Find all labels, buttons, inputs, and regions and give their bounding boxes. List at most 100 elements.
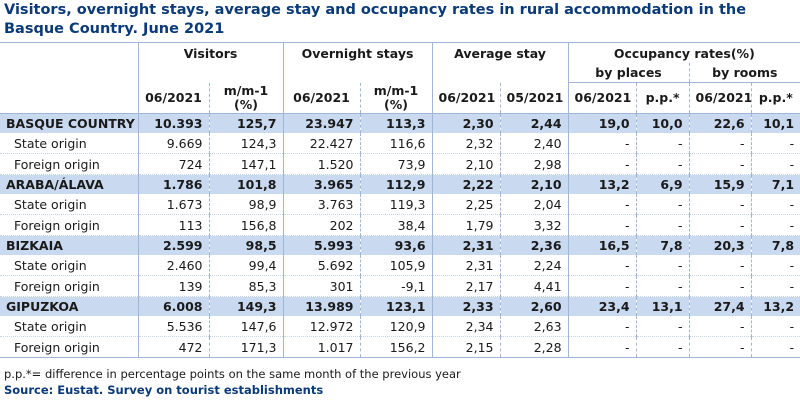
table-cell: - — [567, 275, 637, 297]
table-row-region: BIZKAIA 2.599 98,5 5.993 93,6 2,31 2,36 16,5 7,8… — [0, 235, 800, 255]
table-cell: 119,3 — [359, 194, 433, 215]
table-cell: 2,17 — [431, 275, 501, 297]
table-cell: - — [688, 153, 752, 175]
row-label: GIPUZKOA — [0, 296, 138, 316]
header-stays-mm1: m/m-1 (%) — [359, 82, 433, 114]
table-cell: 139 — [137, 275, 209, 297]
table-cell: - — [567, 133, 637, 154]
table-cell: - — [750, 194, 800, 215]
table-cell: - — [635, 194, 690, 215]
table-title: Visitors, overnight stays, average stay … — [4, 2, 747, 37]
table-row: State origin 2.460 99,4 5.692 105,9 2,31 2,24-… — [0, 255, 800, 276]
row-label: Foreign origin — [0, 275, 138, 297]
header-places-period: 06/2021 — [567, 82, 637, 114]
header-places-pp: p.p.* — [635, 82, 690, 114]
header-empty — [0, 42, 138, 63]
table-cell: 2,60 — [499, 296, 569, 316]
table-row: Foreign origin 139 85,3 301 -9,1 2,17 4,41- - - - — [0, 275, 800, 297]
row-label: Foreign origin — [0, 336, 138, 358]
table-cell: 113 — [137, 214, 209, 236]
table-cell: 1.017 — [282, 336, 361, 358]
table-cell: - — [688, 133, 752, 154]
table-cell: 147,1 — [208, 153, 284, 175]
table-cell: 13,2 — [567, 174, 637, 194]
table-row: State origin 5.536 147,6 12.972 120,9 2,34 2,6… — [0, 316, 800, 337]
table-cell: 2,44 — [499, 113, 569, 133]
header-visitors-mm1: m/m-1 (%) — [208, 82, 284, 114]
table-cell: 125,7 — [208, 113, 284, 133]
table-cell: 124,3 — [208, 133, 284, 154]
row-label: BIZKAIA — [0, 235, 138, 255]
table-cell: 13.989 — [282, 296, 361, 316]
table-cell: 156,2 — [359, 336, 433, 358]
table-cell: 22.427 — [282, 133, 361, 154]
table-cell: 23,4 — [567, 296, 637, 316]
table-cell: 16,5 — [567, 235, 637, 255]
table-cell: 13,1 — [635, 296, 690, 316]
table-cell: 7,1 — [750, 174, 800, 194]
header-occupancy-rates: Occupancy rates(%) — [567, 42, 800, 63]
table-cell: 5.692 — [282, 255, 361, 276]
header-avg-prev-period: 05/2021 — [499, 82, 569, 114]
table-cell: 7,8 — [635, 235, 690, 255]
table-cell: - — [750, 214, 800, 236]
table-cell: - — [567, 194, 637, 215]
table-cell: 171,3 — [208, 336, 284, 358]
table-cell: 101,8 — [208, 174, 284, 194]
table-cell: - — [750, 275, 800, 297]
table-cell: 2,36 — [499, 235, 569, 255]
table-cell: 23.947 — [282, 113, 361, 133]
row-label: Foreign origin — [0, 153, 138, 175]
table-cell: 3,32 — [499, 214, 569, 236]
table-cell: 3.965 — [282, 174, 361, 194]
statistics-table: Visitors Overnight stays Average stay Oc… — [0, 42, 800, 358]
table-cell: - — [688, 255, 752, 276]
table-cell: 6,9 — [635, 174, 690, 194]
header-row-columns: 06/2021 m/m-1 (%) 06/2021 m/m-1 (%) 06/202… — [0, 82, 800, 114]
row-label: State origin — [0, 194, 138, 215]
table-cell: 2,24 — [499, 255, 569, 276]
table-cell: 2,10 — [499, 174, 569, 194]
table-cell: - — [635, 275, 690, 297]
table-cell: - — [688, 214, 752, 236]
source-line: Source: Eustat. Survey on tourist establ… — [4, 383, 324, 397]
table-cell: 301 — [282, 275, 361, 297]
table-cell: 5.993 — [282, 235, 361, 255]
table-cell: - — [688, 194, 752, 215]
table-cell: 112,9 — [359, 174, 433, 194]
table-cell: 3.763 — [282, 194, 361, 215]
table-cell: 120,9 — [359, 316, 433, 337]
table-cell: 116,6 — [359, 133, 433, 154]
table-row-region: BASQUE COUNTRY 10.393 125,7 23.947 113,3 2,30… — [0, 113, 800, 133]
table-cell: 98,9 — [208, 194, 284, 215]
table-cell: 9.669 — [137, 133, 209, 154]
table-cell: 2.599 — [137, 235, 209, 255]
table-row: State origin 9.669 124,3 22.427 116,6 2,32 2,4… — [0, 133, 800, 154]
table-cell: - — [635, 336, 690, 358]
table-cell: 15,9 — [688, 174, 752, 194]
header-average-stay: Average stay — [431, 42, 569, 63]
table-cell: 202 — [282, 214, 361, 236]
table-cell: - — [635, 316, 690, 337]
row-label: State origin — [0, 133, 138, 154]
row-label: State origin — [0, 316, 138, 337]
table-cell: 2,31 — [431, 255, 501, 276]
table-cell: - — [750, 316, 800, 337]
header-overnight-stays: Overnight stays — [282, 42, 433, 63]
table-cell: 156,8 — [208, 214, 284, 236]
header-stays-period: 06/2021 — [282, 82, 361, 114]
table-cell: 1,79 — [431, 214, 501, 236]
table-cell: 5.536 — [137, 316, 209, 337]
table-cell: 2,34 — [431, 316, 501, 337]
table-cell: 2,15 — [431, 336, 501, 358]
table-cell: 10,0 — [635, 113, 690, 133]
header-by-rooms: by rooms — [688, 63, 800, 83]
header-visitors: Visitors — [137, 42, 284, 63]
table-cell: - — [750, 133, 800, 154]
table-cell: 22,6 — [688, 113, 752, 133]
table-row: Foreign origin 113 156,8 202 38,4 1,79 3,32- - -… — [0, 214, 800, 236]
table-cell: 98,5 — [208, 235, 284, 255]
table-cell: 2,30 — [431, 113, 501, 133]
table-cell: -9,1 — [359, 275, 433, 297]
row-label: State origin — [0, 255, 138, 276]
